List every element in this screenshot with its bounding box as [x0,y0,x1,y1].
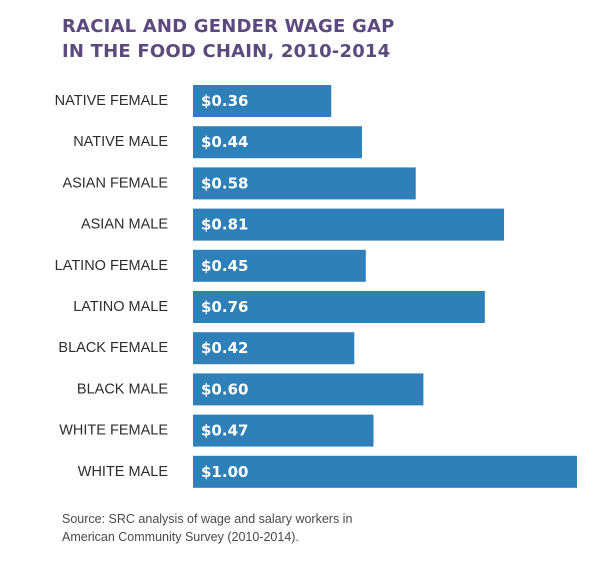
bar [193,455,577,488]
category-label: NATIVE FEMALE [55,93,169,109]
bar [193,85,332,117]
source-note-line-1: Source: SRC analysis of wage and salary … [62,512,353,526]
bar [193,373,424,406]
category-label: ASIAN FEMALE [62,175,168,191]
bar-value-label: $0.45 [201,257,248,275]
chart-title: RACIAL AND GENDER WAGE GAP IN THE FOOD C… [62,14,582,64]
bar-value-label: $0.58 [201,174,248,192]
category-label: BLACK MALE [77,381,168,397]
bar-value-label: $0.60 [201,380,248,398]
category-label: LATINO FEMALE [55,258,169,274]
source-note: Source: SRC analysis of wage and salary … [62,510,442,546]
bar-value-label: $0.76 [201,298,248,316]
bar-value-label: $0.36 [201,92,248,110]
category-label: WHITE MALE [78,464,169,480]
bar-value-label: $0.42 [201,339,248,357]
bar [193,126,362,159]
bar-chart: NATIVE FEMALE $0.36 NATIVE MALE $0.44 ASIAN … [55,85,577,488]
category-label: WHITE FEMALE [59,423,168,439]
bar [193,332,355,365]
bar [193,414,374,447]
bar-value-label: $1.00 [201,463,248,481]
chart-title-line-1: RACIAL AND GENDER WAGE GAP [62,16,395,37]
bar-value-label: $0.47 [201,422,248,440]
category-label: NATIVE MALE [73,134,168,150]
bar-value-label: $0.44 [201,133,248,151]
category-label: BLACK FEMALE [58,340,168,356]
category-label: ASIAN MALE [81,217,168,233]
bar [193,167,416,200]
category-label: LATINO MALE [73,299,168,315]
bar [193,291,485,323]
source-note-line-2: American Community Survey (2010-2014). [62,530,299,544]
bar [193,208,505,241]
chart-title-line-2: IN THE FOOD CHAIN, 2010-2014 [62,41,391,62]
bar-value-label: $0.81 [201,216,248,234]
bar [193,249,366,282]
